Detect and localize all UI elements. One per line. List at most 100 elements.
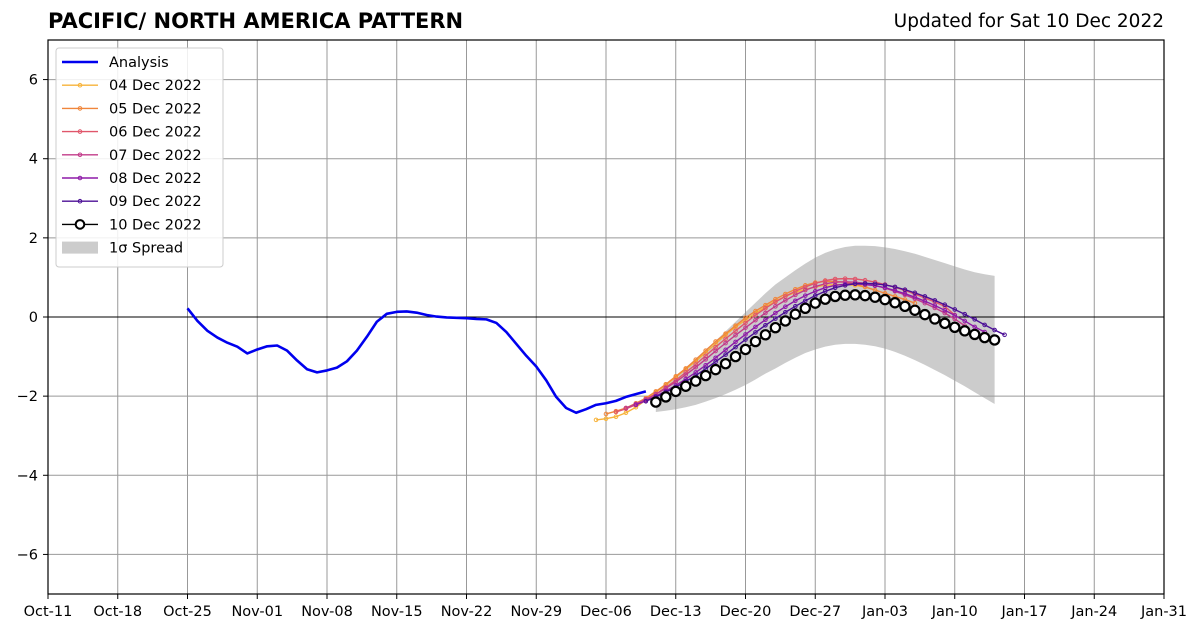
current-forecast-point	[859, 289, 871, 302]
legend: Analysis 04 Dec 2022 05 Dec 2022 06 Dec 202…	[55, 47, 224, 268]
forecast-point	[912, 294, 918, 300]
forecast-point	[653, 389, 659, 394]
forecast-point	[713, 359, 718, 365]
forecast-point	[802, 298, 808, 304]
forecast-point	[822, 288, 828, 294]
current-forecast-point	[689, 375, 702, 387]
current-forecast-point	[879, 293, 891, 306]
current-forecast-point	[889, 297, 901, 309]
current-forecast-point	[719, 357, 732, 370]
current-forecast-point	[949, 321, 961, 333]
forecast-point	[613, 414, 619, 420]
forecast-point	[922, 294, 928, 299]
current-forecast-point	[968, 328, 981, 341]
forecast-point	[713, 348, 718, 354]
forecast-point	[763, 305, 768, 311]
forecast-point	[693, 357, 698, 363]
forecast-point	[922, 298, 928, 304]
current-forecast-point	[909, 304, 921, 316]
forecast-point	[763, 323, 768, 328]
spread-layer	[655, 245, 995, 412]
forecast-point	[703, 348, 708, 353]
forecast-point	[832, 285, 838, 291]
x-tick-label: Dec-20	[720, 604, 772, 620]
legend-label: 04 Dec 2022	[109, 78, 202, 94]
forecast-point	[773, 310, 778, 316]
forecast-point	[773, 296, 778, 302]
forecast-point	[882, 285, 888, 291]
x-tick-label: Jan-31	[1140, 604, 1187, 620]
x-tick-label: Dec-06	[580, 604, 632, 620]
current-forecast-point	[650, 396, 662, 408]
legend-label: 07 Dec 2022	[109, 148, 202, 164]
forecast-point	[763, 317, 768, 323]
forecast-point	[932, 298, 938, 303]
forecast-line-5	[645, 282, 1005, 402]
forecast-point	[713, 339, 718, 344]
forecast-point	[623, 405, 629, 411]
x-tick-label: Nov-08	[301, 604, 353, 620]
forecast-point	[952, 307, 958, 312]
y-tick-label: 2	[29, 231, 38, 247]
forecast-point	[613, 409, 619, 415]
forecast-point	[743, 315, 748, 321]
forecast-point	[723, 340, 728, 346]
y-tick-label: −6	[17, 547, 38, 563]
current-forecast-point	[729, 350, 742, 363]
forecast-point	[753, 317, 758, 323]
legend-handle-marker	[74, 219, 86, 230]
forecast-point	[773, 304, 778, 309]
current-forecast-point	[660, 391, 672, 403]
current-forecast-point	[779, 315, 792, 327]
current-forecast-point	[829, 290, 841, 303]
current-forecast-point	[919, 308, 931, 321]
forecast-point	[683, 372, 689, 378]
forecast-point	[902, 287, 908, 292]
x-tick-label: Jan-24	[1070, 604, 1117, 620]
legend-label: 10 Dec 2022	[109, 217, 202, 233]
forecast-point	[793, 298, 798, 304]
forecast-point	[703, 357, 708, 362]
forecast-point	[872, 281, 878, 287]
current-forecast-point	[699, 369, 712, 382]
current-forecast-point	[929, 313, 941, 325]
legend-label: 05 Dec 2022	[109, 101, 202, 117]
forecast-point	[812, 293, 818, 298]
forecast-point	[1002, 332, 1007, 338]
forecast-point	[723, 347, 728, 353]
forecast-point	[743, 320, 748, 326]
legend-handle-marker	[77, 198, 83, 204]
forecast-point	[912, 290, 918, 296]
current-forecast-point	[759, 329, 772, 341]
legend-label: 1σ Spread	[109, 241, 183, 257]
x-tick-label: Nov-29	[510, 604, 562, 620]
x-tick-label: Dec-27	[789, 604, 841, 620]
y-tick-label: 4	[29, 152, 38, 168]
forecast-point	[972, 317, 977, 322]
forecast-point	[773, 316, 778, 321]
legend-handle-spread	[62, 241, 98, 254]
forecast-point	[942, 310, 948, 316]
forecast-point	[942, 307, 948, 313]
spread-band	[655, 245, 995, 412]
forecast-point	[802, 287, 808, 293]
forecast-point	[593, 417, 599, 423]
legend-handle-marker	[77, 129, 83, 134]
y-tick-label: −2	[17, 389, 38, 405]
forecast-point	[733, 328, 738, 334]
x-tick-label: Nov-22	[441, 604, 493, 620]
grid-layer	[47, 40, 1165, 594]
forecast-point	[932, 303, 938, 308]
x-tick-label: Jan-17	[1000, 604, 1047, 620]
x-tick-label: Oct-11	[24, 604, 73, 620]
forecast-point	[693, 364, 698, 370]
forecast-point	[793, 304, 798, 309]
forecast-line-0	[595, 283, 866, 421]
forecast-point	[802, 293, 808, 298]
forecast-point	[892, 284, 898, 290]
y-tick-label: 6	[29, 73, 38, 89]
current-forecast-point	[819, 293, 831, 305]
x-tick-label: Jan-10	[931, 604, 978, 620]
forecast-point	[852, 281, 858, 287]
